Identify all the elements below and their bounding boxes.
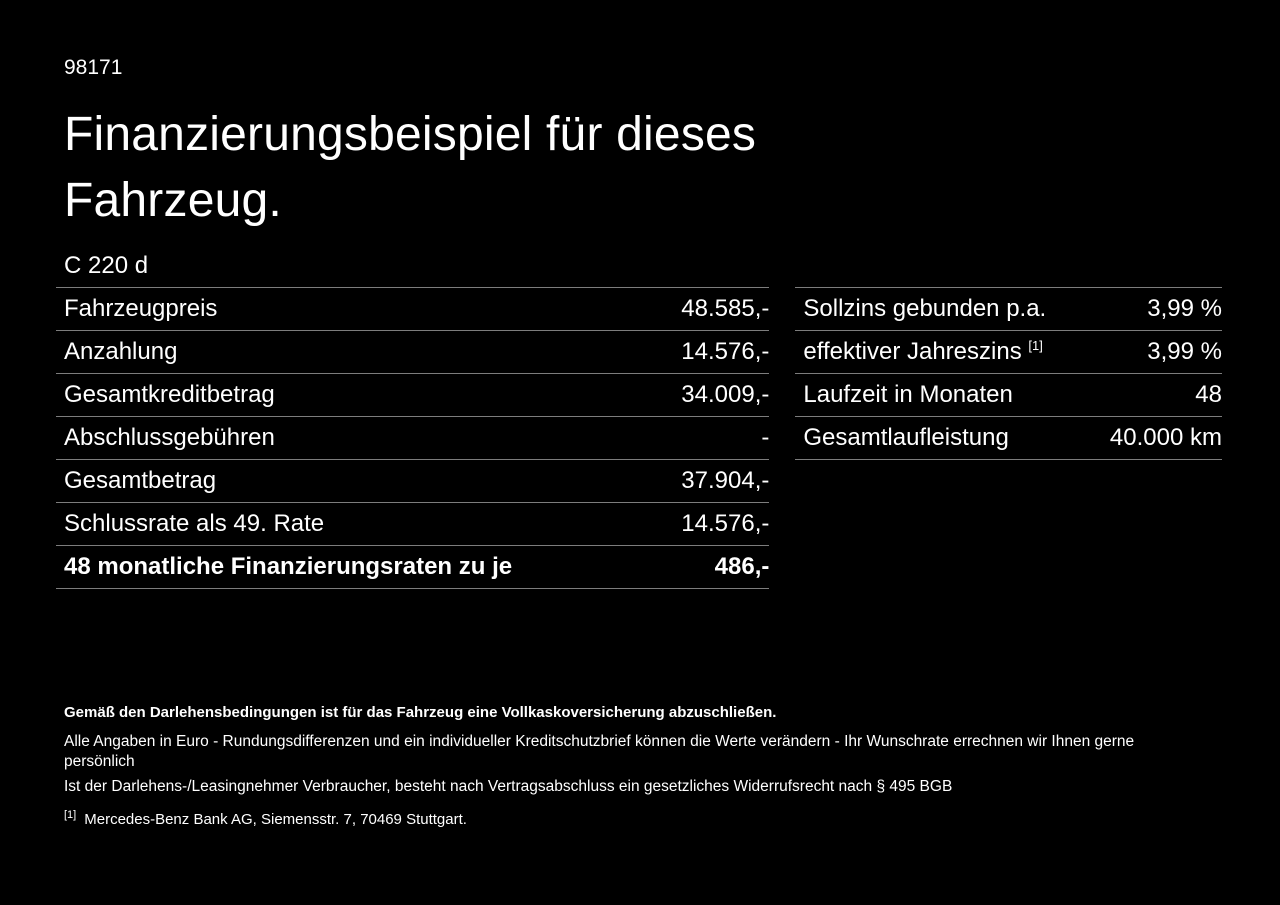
vehicle-model: C 220 d: [64, 252, 149, 279]
table-row: effektiver Jahreszins [1] 3,99 %: [795, 330, 1222, 373]
table-row: Fahrzeugpreis 48.585,-: [56, 287, 770, 330]
row-value: 37.904,-: [681, 467, 770, 494]
row-label: Abschlussgebühren: [64, 424, 275, 451]
row-label: Sollzins gebunden p.a.: [803, 295, 1047, 322]
row-label: Fahrzeugpreis: [64, 295, 218, 322]
row-label: Anzahlung: [64, 338, 178, 365]
row-value: 34.009,-: [681, 381, 770, 408]
row-label: Gesamtkreditbetrag: [64, 381, 275, 408]
financing-tables: Fahrzeugpreis 48.585,- Anzahlung 14.576,…: [56, 287, 1222, 589]
page-title: Finanzierungsbeispiel für dieses Fahrzeug…: [64, 102, 1222, 234]
table-row: Sollzins gebunden p.a. 3,99 %: [795, 287, 1222, 330]
table-row: Laufzeit in Monaten 48: [795, 373, 1222, 416]
row-value: 3,99 %: [1147, 338, 1222, 365]
row-label: Schlussrate als 49. Rate: [64, 510, 325, 537]
bank-footnote: [1] Mercedes-Benz Bank AG, Siemensstr. 7,…: [64, 810, 1192, 830]
disclaimer-line: Ist der Darlehens-/Leasingnehmer Verbrau…: [64, 778, 953, 795]
row-value: 48.585,-: [681, 295, 770, 322]
row-value: 40.000 km: [1109, 424, 1222, 451]
footnote-text: Mercedes-Benz Bank AG, Siemensstr. 7, 70…: [84, 811, 467, 828]
row-label: 48 monatliche Finanzierungsraten zu je: [64, 553, 513, 580]
row-value: 486,-: [714, 553, 770, 580]
row-value: 14.576,-: [681, 338, 770, 365]
table-row-monthly-rate: 48 monatliche Finanzierungsraten zu je 4…: [56, 545, 770, 588]
row-label-text: effektiver Jahreszins: [803, 338, 1022, 365]
row-label: effektiver Jahreszins [1]: [803, 338, 1042, 366]
table-row: Anzahlung 14.576,-: [56, 330, 770, 373]
row-value: 3,99 %: [1147, 295, 1222, 322]
row-label: Laufzeit in Monaten: [803, 381, 1013, 408]
legal-footer: Gemäß den Darlehensbedingungen ist für d…: [64, 703, 1192, 830]
row-value: -: [761, 424, 770, 451]
row-value: 14.576,-: [681, 510, 770, 537]
financing-amounts-table: Fahrzeugpreis 48.585,- Anzahlung 14.576,…: [56, 287, 770, 589]
insurance-note: Gemäß den Darlehensbedingungen ist für d…: [64, 704, 777, 721]
page-title-line1: Finanzierungsbeispiel für dieses: [64, 108, 757, 161]
table-row: Schlussrate als 49. Rate 14.576,-: [56, 502, 770, 545]
disclaimer-line: Alle Angaben in Euro - Rundungsdifferenz…: [64, 733, 1135, 770]
table-row: Gesamtkreditbetrag 34.009,-: [56, 373, 770, 416]
document-id: 98171: [64, 56, 123, 79]
table-row: Gesamtbetrag 37.904,-: [56, 459, 770, 502]
table-row: Gesamtlaufleistung 40.000 km: [795, 416, 1222, 459]
page-title-line2: Fahrzeug.: [64, 174, 282, 227]
row-value: 48: [1195, 381, 1222, 408]
row-label: Gesamtbetrag: [64, 467, 217, 494]
table-row: Abschlussgebühren -: [56, 416, 770, 459]
footnote-reference: [1]: [1028, 338, 1043, 353]
financing-conditions-table: Sollzins gebunden p.a. 3,99 % effektiver…: [795, 287, 1222, 460]
footnote-marker: [1]: [64, 809, 77, 821]
row-label: Gesamtlaufleistung: [803, 424, 1009, 451]
